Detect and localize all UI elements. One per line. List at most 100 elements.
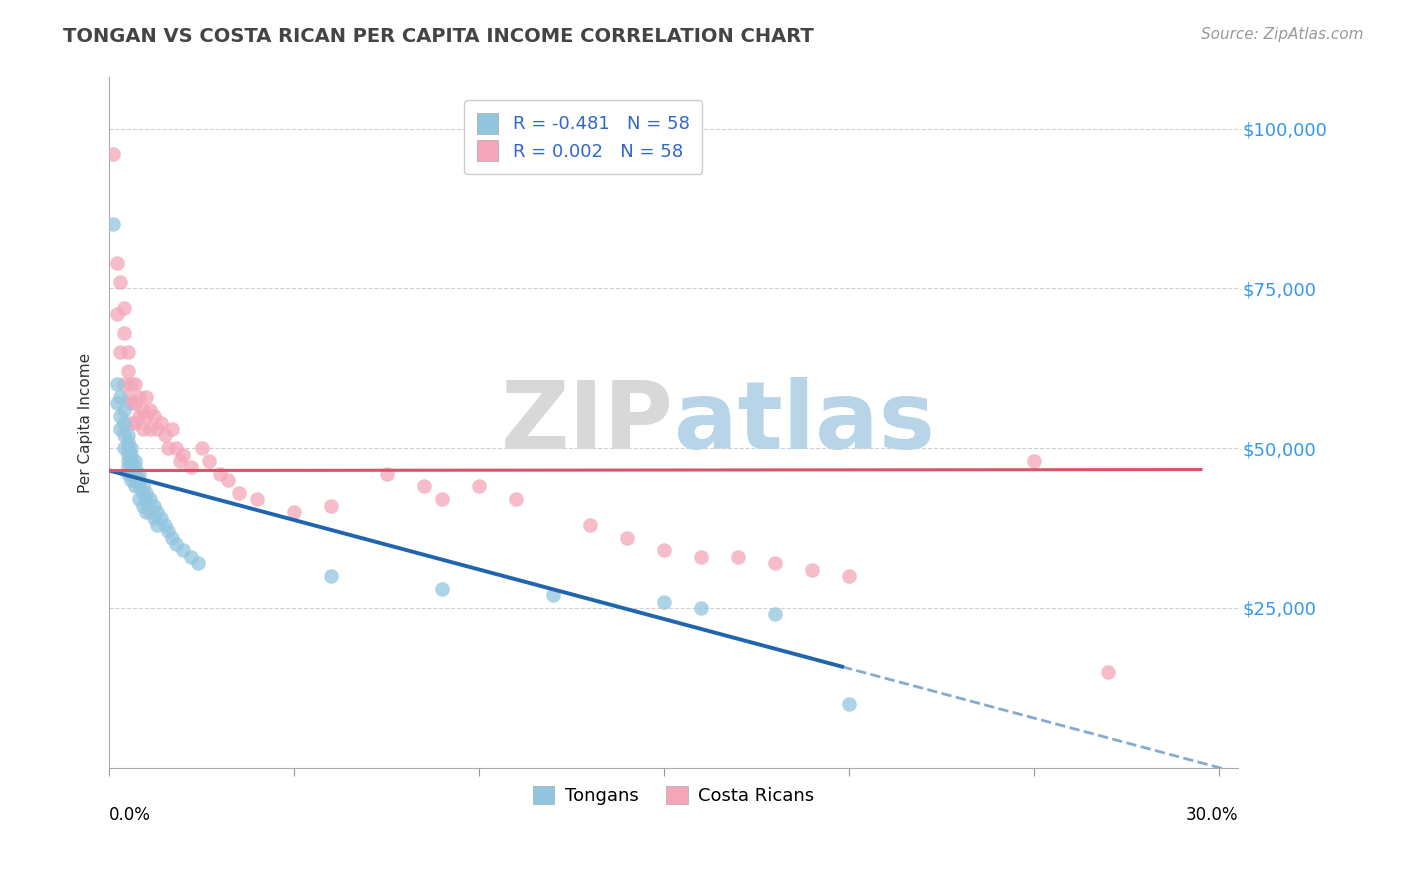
Point [117, 345, 139, 359]
Point [157, 441, 180, 455]
Point [128, 492, 150, 507]
Point [101, 218, 124, 232]
Point [146, 517, 169, 532]
Point [117, 390, 139, 404]
Y-axis label: Per Capita Income: Per Capita Income [79, 352, 93, 492]
Point [801, 563, 824, 577]
Point [128, 390, 150, 404]
Point [131, 479, 153, 493]
Point [654, 543, 676, 558]
Point [727, 549, 749, 564]
Point [131, 422, 153, 436]
Point [124, 377, 146, 392]
Text: 0.0%: 0.0% [110, 805, 150, 823]
Point [616, 531, 638, 545]
Point [180, 460, 202, 475]
Point [690, 549, 713, 564]
Point [146, 505, 169, 519]
Point [172, 543, 194, 558]
Point [128, 409, 150, 424]
Point [120, 396, 142, 410]
Point [165, 441, 187, 455]
Point [191, 441, 214, 455]
Point [763, 607, 786, 622]
Text: 30.0%: 30.0% [1185, 805, 1239, 823]
Point [112, 377, 135, 392]
Point [142, 511, 165, 525]
Point [124, 467, 146, 481]
Point [198, 454, 221, 468]
Legend: Tongans, Costa Ricans: Tongans, Costa Ricans [523, 777, 824, 814]
Point [105, 256, 128, 270]
Point [124, 416, 146, 430]
Point [128, 473, 150, 487]
Point [112, 428, 135, 442]
Point [124, 454, 146, 468]
Point [117, 441, 139, 455]
Point [432, 492, 454, 507]
Point [110, 422, 132, 436]
Point [505, 492, 527, 507]
Point [112, 402, 135, 417]
Point [1024, 454, 1046, 468]
Point [187, 556, 209, 570]
Point [117, 454, 139, 468]
Point [135, 505, 157, 519]
Point [128, 479, 150, 493]
Point [117, 460, 139, 475]
Point [112, 326, 135, 340]
Point [838, 569, 860, 583]
Point [120, 467, 142, 481]
Point [283, 505, 305, 519]
Point [110, 409, 132, 424]
Point [124, 396, 146, 410]
Point [139, 505, 162, 519]
Text: atlas: atlas [673, 376, 935, 468]
Point [228, 486, 250, 500]
Point [654, 594, 676, 608]
Point [112, 301, 135, 315]
Point [110, 275, 132, 289]
Point [160, 422, 183, 436]
Point [142, 499, 165, 513]
Point [110, 345, 132, 359]
Point [375, 467, 398, 481]
Point [246, 492, 269, 507]
Point [321, 569, 343, 583]
Point [117, 434, 139, 449]
Point [150, 511, 173, 525]
Point [468, 479, 491, 493]
Point [124, 479, 146, 493]
Point [160, 531, 183, 545]
Point [120, 448, 142, 462]
Point [117, 428, 139, 442]
Point [131, 486, 153, 500]
Point [838, 697, 860, 711]
Point [135, 409, 157, 424]
Point [153, 428, 176, 442]
Point [112, 441, 135, 455]
Text: Source: ZipAtlas.com: Source: ZipAtlas.com [1201, 27, 1364, 42]
Point [117, 364, 139, 378]
Point [321, 499, 343, 513]
Point [432, 582, 454, 596]
Point [101, 147, 124, 161]
Point [124, 460, 146, 475]
Point [105, 377, 128, 392]
Text: TONGAN VS COSTA RICAN PER CAPITA INCOME CORRELATION CHART: TONGAN VS COSTA RICAN PER CAPITA INCOME … [63, 27, 814, 45]
Point [120, 377, 142, 392]
Point [412, 479, 434, 493]
Point [139, 402, 162, 417]
Point [120, 454, 142, 468]
Point [112, 416, 135, 430]
Point [153, 517, 176, 532]
Point [150, 416, 173, 430]
Point [124, 473, 146, 487]
Point [157, 524, 180, 539]
Point [1097, 665, 1119, 679]
Point [169, 454, 191, 468]
Point [543, 588, 565, 602]
Point [131, 499, 153, 513]
Point [217, 473, 239, 487]
Point [146, 422, 169, 436]
